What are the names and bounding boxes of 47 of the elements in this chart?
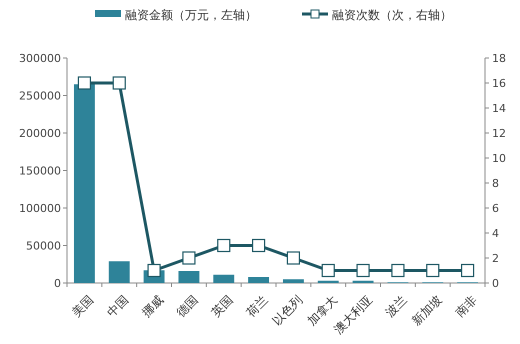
- y-tick-label: 50000: [26, 240, 61, 252]
- y2-tick-label: 18: [492, 52, 506, 65]
- legend-label: 融资金额（万元，左轴）: [125, 8, 257, 22]
- x-tick-label: 挪威: [138, 292, 166, 320]
- y-tick-label: 150000: [19, 164, 61, 178]
- x-tick-label: 以色列: [270, 292, 306, 328]
- y-tick-label: 300000: [19, 52, 61, 65]
- point: [252, 238, 266, 252]
- y2-tick-label: 14: [492, 102, 506, 115]
- point: [217, 238, 230, 252]
- y2-tick-label: 16: [492, 77, 506, 90]
- y2-tick-label: 2: [492, 252, 499, 265]
- x-tick-label: 南非: [452, 292, 480, 320]
- bar: [108, 261, 130, 283]
- legend-label: 融资次数（次，右轴）: [332, 8, 452, 22]
- point: [112, 76, 126, 90]
- y2-tick-label: 0: [492, 277, 499, 290]
- point: [322, 264, 335, 278]
- bar: [248, 277, 270, 283]
- point: [286, 251, 300, 265]
- y2-tick-label: 6: [492, 202, 499, 215]
- bar: [213, 274, 234, 283]
- bar: [178, 271, 200, 283]
- y-tick-label: 200000: [19, 127, 61, 140]
- point: [182, 251, 196, 265]
- point: [356, 264, 370, 278]
- y2-tick-label: 4: [492, 227, 499, 240]
- y-tick-label: 100000: [19, 202, 61, 215]
- point: [78, 76, 92, 90]
- point: [147, 264, 161, 278]
- x-tick-label: 美国: [69, 292, 96, 320]
- x-tick-label: 波兰: [382, 292, 410, 320]
- x-tick-label: 中国: [104, 292, 132, 320]
- point: [426, 264, 440, 278]
- y2-tick-label: 10: [492, 152, 506, 165]
- y2-tick-label: 12: [492, 127, 506, 140]
- y-tick-label: 0: [54, 277, 61, 290]
- x-tick-label: 英国: [208, 292, 236, 320]
- x-tick-label: 德国: [174, 292, 201, 320]
- y-tick-label: 250000: [19, 90, 61, 102]
- point: [460, 264, 474, 278]
- x-tick-label: 荷兰: [243, 292, 270, 320]
- point: [391, 264, 405, 278]
- x-tick-label: 新加坡: [409, 292, 445, 328]
- bar: [282, 279, 304, 283]
- y2-tick-label: 8: [492, 177, 499, 190]
- bar: [74, 84, 95, 283]
